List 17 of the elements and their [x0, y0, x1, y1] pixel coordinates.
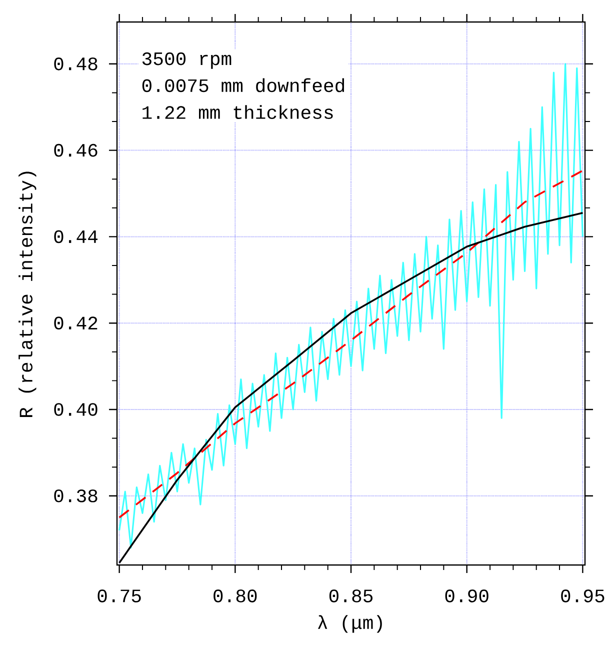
x-tick-label: 0.80: [214, 590, 257, 602]
y-tick-label: 0.46: [54, 144, 98, 157]
x-tick-label: 0.85: [329, 590, 373, 602]
y-tick-label: 0.40: [54, 403, 98, 416]
y-tick-label: 0.42: [54, 316, 98, 330]
line-series: [118, 170, 584, 518]
y-tick-label: 0.38: [54, 489, 98, 502]
annotation: 1.22 mm thickness: [142, 105, 333, 119]
x-tick-label: 0.75: [98, 590, 141, 602]
annotation: 3500 rpm: [142, 52, 232, 69]
y-tick-label: 0.48: [54, 57, 98, 70]
x-axis-title: λ (μm): [318, 615, 382, 633]
y-tick-label: 0.44: [54, 230, 98, 244]
x-tick-label: 0.95: [561, 590, 604, 602]
annotation: 0.0075 mm downfeed: [142, 78, 344, 92]
x-tick-label: 0.90: [445, 590, 488, 602]
y-axis-title: R (relative intensity): [18, 172, 36, 417]
